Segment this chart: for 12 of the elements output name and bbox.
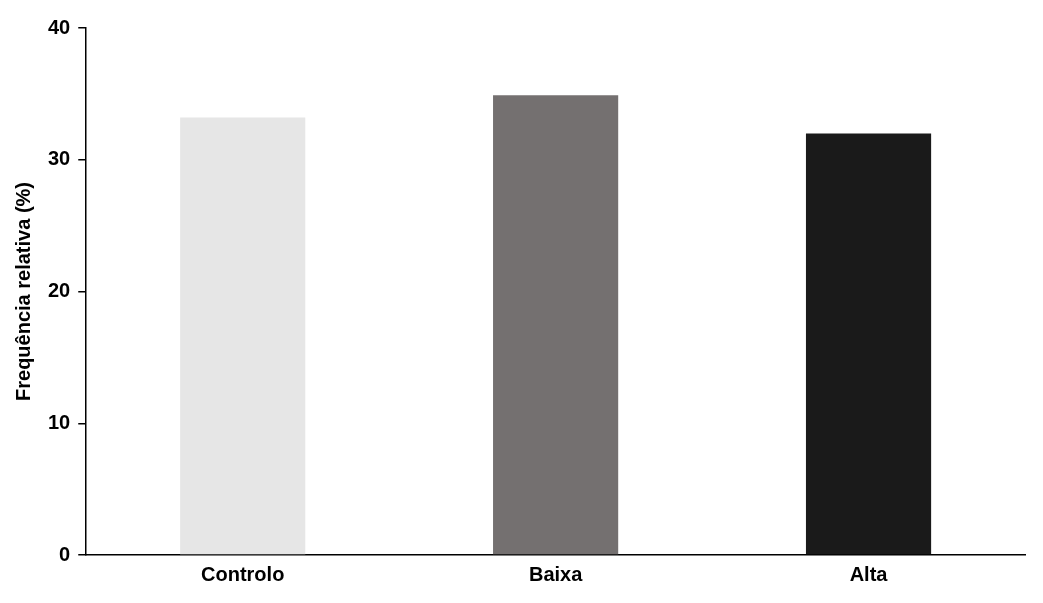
y-tick-label: 30 <box>48 147 71 170</box>
y-tick-label: 40 <box>48 15 71 38</box>
x-tick-label: Alta <box>849 562 889 585</box>
y-axis-title: Frequência relativa (%) <box>11 182 34 401</box>
bar <box>493 95 619 555</box>
x-tick-label: Baixa <box>528 562 584 585</box>
x-tick-label: Controlo <box>201 562 285 585</box>
y-tick-label: 20 <box>48 279 71 302</box>
y-tick-label: 10 <box>48 410 71 433</box>
bar <box>180 117 306 555</box>
y-tick-label: 0 <box>59 542 71 565</box>
bar <box>805 133 932 555</box>
